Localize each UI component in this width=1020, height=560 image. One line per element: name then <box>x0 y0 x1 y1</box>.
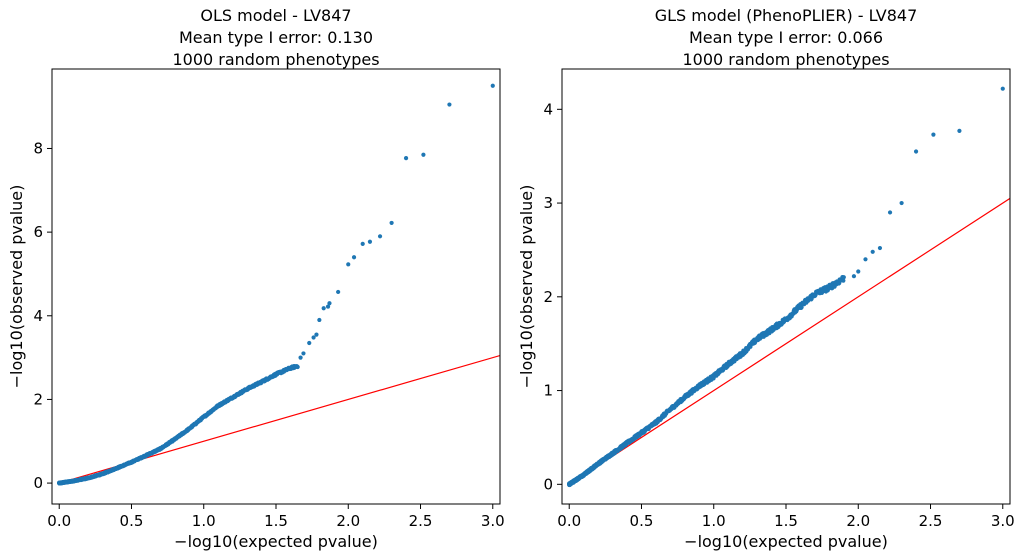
x-axis: 0.0 0.5 1.0 1.5 2.0 2.5 3.0 <box>557 504 1015 530</box>
y-tick-label: 8 <box>33 139 43 157</box>
x-axis: 0.0 0.5 1.0 1.5 2.0 2.5 3.0 <box>47 504 505 530</box>
chart-title: OLS model - LV847 Mean type I error: 0.13… <box>172 6 379 69</box>
chart-title-line: 1000 random phenotypes <box>682 50 889 69</box>
y-tick-label: 2 <box>33 390 43 408</box>
data-point <box>841 275 846 280</box>
data-points <box>567 86 1005 488</box>
data-point <box>321 306 326 311</box>
x-tick-label: 0.0 <box>557 512 581 530</box>
data-point <box>841 278 846 283</box>
data-point <box>314 332 319 337</box>
x-tick-label: 0.5 <box>630 512 654 530</box>
y-axis: 0 1 2 3 4 <box>543 100 562 493</box>
y-tick-label: 4 <box>33 307 43 325</box>
y-tick-label: 4 <box>543 100 553 118</box>
data-point <box>490 83 495 88</box>
y-tick-label: 0 <box>33 474 43 492</box>
y-tick-label: 0 <box>543 475 553 493</box>
data-point <box>336 289 341 295</box>
data-point <box>870 249 875 254</box>
y-tick-label: 1 <box>543 382 553 400</box>
data-point <box>957 128 962 133</box>
x-tick-label: 0.5 <box>120 512 144 530</box>
y-tick-label: 3 <box>543 194 553 212</box>
data-point <box>809 296 814 301</box>
data-point <box>377 234 383 239</box>
data-point <box>1000 86 1005 91</box>
x-tick-label: 3.0 <box>481 512 505 530</box>
data-point <box>389 220 394 226</box>
data-point <box>403 155 409 161</box>
x-axis-label: −log10(expected pvalue) <box>174 532 378 551</box>
chart-title-line: Mean type I error: 0.130 <box>179 28 373 47</box>
chart-title-line: 1000 random phenotypes <box>172 50 379 69</box>
data-points <box>57 83 495 486</box>
x-tick-label: 2.0 <box>846 512 870 530</box>
data-point <box>351 255 357 260</box>
gls-qq-plot: GLS model (PhenoPLIER) - LV847 Mean type … <box>517 6 1015 551</box>
ols-qq-plot: OLS model - LV847 Mean type I error: 0.13… <box>7 6 505 551</box>
x-tick-label: 2.5 <box>409 512 433 530</box>
x-tick-label: 1.5 <box>264 512 288 530</box>
data-point <box>311 335 316 340</box>
x-tick-label: 0.0 <box>47 512 71 530</box>
data-point <box>298 355 303 360</box>
x-tick-label: 2.5 <box>919 512 943 530</box>
y-axis-label: −log10(observed pvalue) <box>517 185 536 389</box>
data-point <box>346 262 351 267</box>
data-point <box>367 239 373 244</box>
x-tick-label: 1.5 <box>774 512 798 530</box>
chart-title-line: OLS model - LV847 <box>200 6 351 25</box>
chart-title-line: GLS model (PhenoPLIER) - LV847 <box>655 6 918 25</box>
y-axis-label: −log10(observed pvalue) <box>7 185 26 389</box>
data-point <box>899 200 904 206</box>
data-point <box>863 257 868 262</box>
data-point <box>317 317 322 323</box>
data-point <box>887 210 893 215</box>
x-axis-label: −log10(expected pvalue) <box>684 532 888 551</box>
data-point <box>325 304 331 309</box>
y-tick-label: 6 <box>33 223 43 241</box>
y-tick-label: 2 <box>543 288 553 306</box>
axes-frame <box>51 68 501 505</box>
data-point <box>327 301 332 306</box>
data-point <box>931 132 936 137</box>
data-point <box>360 241 365 246</box>
x-tick-label: 2.0 <box>336 512 360 530</box>
y-axis: 0 2 4 6 8 <box>33 139 52 492</box>
data-point <box>856 269 861 274</box>
data-point <box>447 102 452 107</box>
x-tick-label: 1.0 <box>192 512 216 530</box>
data-point <box>301 351 306 356</box>
x-tick-label: 3.0 <box>991 512 1015 530</box>
data-point <box>877 245 883 251</box>
data-point <box>913 149 919 154</box>
x-tick-label: 1.0 <box>702 512 726 530</box>
data-point <box>851 274 857 279</box>
reference-line <box>568 197 1010 485</box>
data-point <box>295 364 300 370</box>
data-point <box>421 152 426 157</box>
data-point <box>307 340 312 346</box>
chart-title: GLS model (PhenoPLIER) - LV847 Mean type … <box>655 6 918 69</box>
chart-title-line: Mean type I error: 0.066 <box>689 28 883 47</box>
